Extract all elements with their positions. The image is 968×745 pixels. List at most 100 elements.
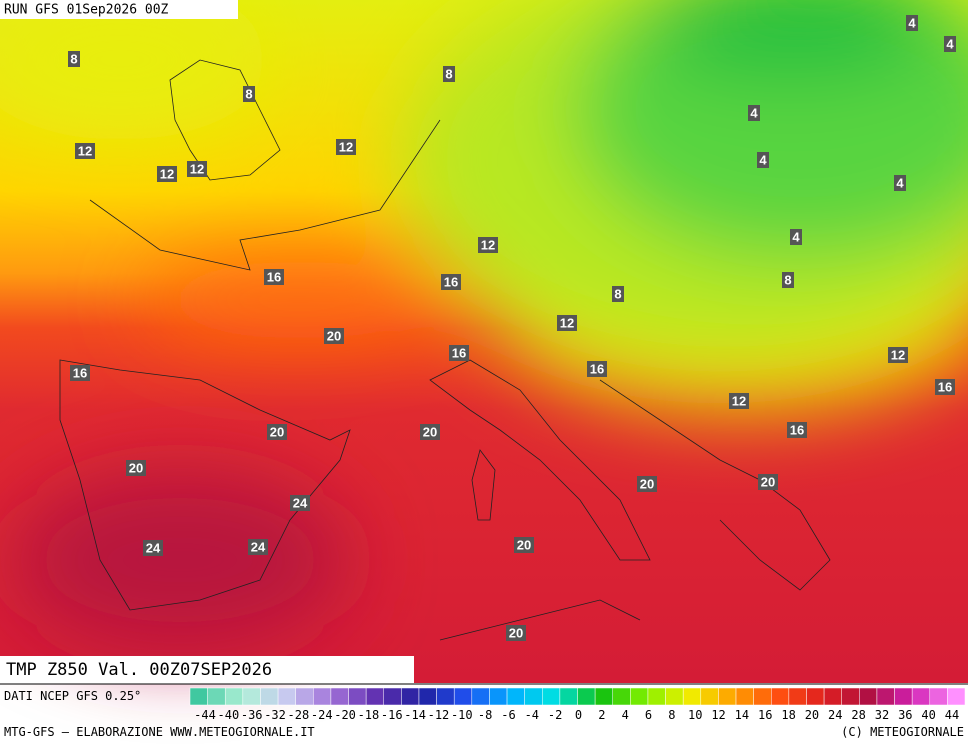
scale-label: -6	[501, 708, 515, 722]
contour-label: 12	[732, 394, 746, 409]
contour-label-box	[187, 161, 207, 177]
scale-label: -2	[548, 708, 562, 722]
contour-label-box	[944, 36, 956, 52]
scale-label: 4	[622, 708, 629, 722]
contour-label-box	[587, 361, 607, 377]
title-box	[0, 656, 414, 684]
contour-label: 20	[270, 425, 284, 440]
scale-swatch	[753, 687, 772, 706]
scale-swatch	[630, 687, 649, 706]
scale-swatch	[295, 687, 314, 706]
scale-label: 18	[781, 708, 795, 722]
contour-label-box	[264, 269, 284, 285]
scale-swatch	[524, 687, 543, 706]
scale-swatch	[542, 687, 561, 706]
contour-label-box	[782, 272, 794, 288]
scale-label: 16	[758, 708, 772, 722]
contour-label-box	[906, 15, 918, 31]
scale-label: -36	[241, 708, 263, 722]
scale-label: 20	[805, 708, 819, 722]
contour-label-box	[557, 315, 577, 331]
contour-label-box	[790, 229, 802, 245]
scale-swatch	[876, 687, 895, 706]
map-title: TMP Z850 Val. 00Z07SEP2026	[6, 660, 272, 680]
scale-swatch	[718, 687, 737, 706]
scale-swatch	[330, 687, 349, 706]
scale-label: -14	[404, 708, 426, 722]
contour-label: 20	[509, 626, 523, 641]
contour-label-box	[336, 139, 356, 155]
scale-swatch	[277, 687, 296, 706]
scale-swatch	[383, 687, 402, 706]
contour-label-box	[514, 537, 534, 553]
contour-label: 12	[560, 316, 574, 331]
scale-label: 36	[898, 708, 912, 722]
scale-label: -32	[264, 708, 286, 722]
scale-label: -40	[218, 708, 240, 722]
scale-swatch	[489, 687, 508, 706]
scale-swatch	[506, 687, 525, 706]
contour-label: 16	[444, 275, 458, 290]
contour-label: 8	[614, 287, 621, 302]
scale-swatch	[947, 687, 966, 706]
contour-label: 4	[759, 153, 767, 168]
color-scale: -44 -40 -36 -32 -28 -24 -20 -18 -16 -14 -12 -10 -8 -6…	[189, 687, 966, 722]
contour-label-box	[935, 379, 955, 395]
contour-label-box	[443, 66, 455, 82]
contour-label: 12	[339, 140, 353, 155]
contour-label: 12	[891, 348, 905, 363]
scale-swatch	[647, 687, 666, 706]
contour-label: 20	[517, 538, 531, 553]
scale-swatch	[189, 687, 208, 706]
scale-swatch	[894, 687, 913, 706]
copyright-label: (C) METEOGIORNALE	[841, 725, 964, 739]
scale-label: 14	[735, 708, 749, 722]
contour-label: 12	[481, 238, 495, 253]
scale-label: -18	[358, 708, 380, 722]
source-label: DATI NCEP GFS 0.25°	[4, 689, 141, 703]
contour-label: 24	[251, 540, 266, 555]
contour-label-box	[758, 474, 778, 490]
scale-label: 24	[828, 708, 842, 722]
scale-swatch	[348, 687, 367, 706]
contour-label: 4	[908, 16, 916, 31]
contour-label: 20	[423, 425, 437, 440]
scale-label: 44	[945, 708, 959, 722]
scale-swatch	[665, 687, 684, 706]
scale-swatch	[577, 687, 596, 706]
map	[0, 0, 968, 683]
scale-label: -16	[381, 708, 403, 722]
contour-label-box	[70, 365, 90, 381]
contour-label-box	[248, 539, 268, 555]
contour-label: 16	[590, 362, 604, 377]
contour-label: 4	[896, 176, 904, 191]
contour-label-box	[748, 105, 760, 121]
scale-swatch	[365, 687, 384, 706]
contour-label: 16	[73, 366, 87, 381]
contour-label-box	[787, 422, 807, 438]
contour-label: 4	[792, 230, 800, 245]
contour-label-box	[290, 495, 310, 511]
contour-label-box	[157, 166, 177, 182]
scale-swatch	[224, 687, 244, 706]
contour-label: 12	[78, 144, 92, 159]
scale-label: 32	[875, 708, 889, 722]
scale-label: -20	[334, 708, 356, 722]
scale-label: 28	[851, 708, 865, 722]
scale-label: -12	[428, 708, 450, 722]
scale-label: 0	[575, 708, 582, 722]
contour-label: 8	[784, 273, 791, 288]
scale-swatch	[559, 687, 578, 706]
contour-label: 12	[190, 162, 204, 177]
contour-label-box	[637, 476, 657, 492]
contour-label: 16	[267, 270, 281, 285]
contour-label-box	[324, 328, 344, 344]
scale-swatch	[453, 687, 473, 706]
scale-swatch	[242, 687, 261, 706]
contour-label: 12	[160, 167, 174, 182]
contour-label: 20	[129, 461, 143, 476]
contour-label-box	[267, 424, 287, 440]
scale-swatch	[806, 687, 825, 706]
scale-label: -4	[525, 708, 539, 722]
